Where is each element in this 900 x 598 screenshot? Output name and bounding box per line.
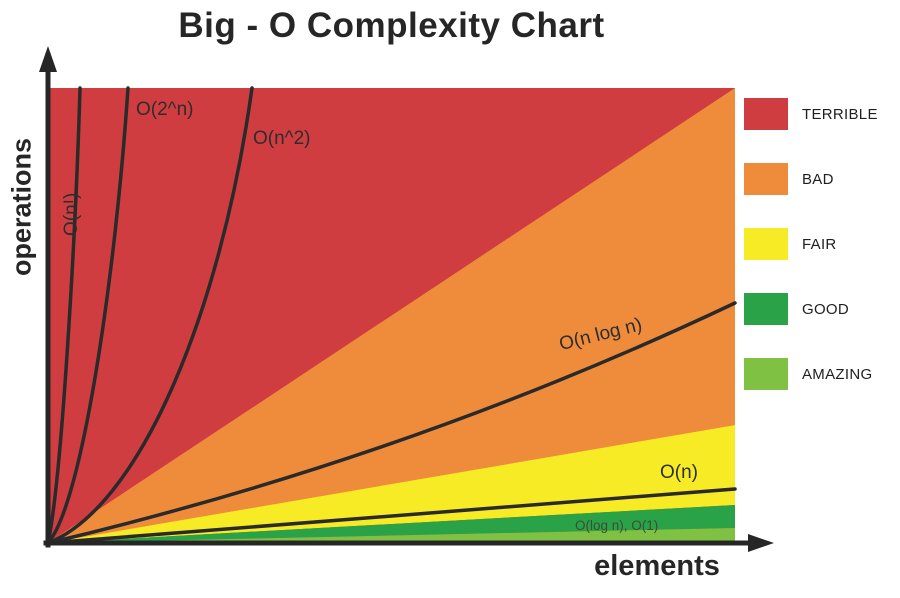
curve-label-o-2-pow-n: O(2^n) [136,99,193,120]
legend-item-good: GOOD [744,293,878,325]
region-bad [48,88,735,543]
legend-swatch-fair [744,228,788,260]
legend-label-fair: FAIR [802,235,837,253]
curve-o-n-log-n [46,301,737,545]
legend-label-terrible: TERRIBLE [802,105,878,123]
chart-title: Big - O Complexity Chart [178,6,605,45]
curve-o-n-factorial [46,86,82,545]
legend-item-fair: FAIR [744,228,878,260]
legend-item-terrible: TERRIBLE [744,98,878,130]
legend-item-amazing: AMAZING [744,358,878,390]
curve-o-2-pow-n [46,86,130,545]
legend-swatch-good [744,293,788,325]
curve-label-o-n: O(n) [660,462,698,483]
legend-label-amazing: AMAZING [802,365,873,383]
plot-area: O(n!) O(2^n) O(n^2) O(n log n) O(n) O(lo… [46,86,737,545]
region-good [48,505,735,543]
legend-label-bad: BAD [802,170,834,188]
curve-o-n [46,487,737,545]
curve-o-n-squared [46,86,254,545]
legend-swatch-terrible [744,98,788,130]
legend-swatch-bad [744,163,788,195]
y-axis-arrowhead [39,46,57,72]
curve-label-o-n-factorial: O(n!) [61,193,82,236]
y-axis-label: operations [6,137,37,277]
curve-label-o-log-n-o-1: O(log n), O(1) [575,518,658,533]
legend-swatch-amazing [744,358,788,390]
x-axis [43,534,774,552]
legend-label-good: GOOD [802,300,850,318]
x-axis-label: elements [594,550,720,582]
x-axis-arrowhead [748,534,774,552]
legend: TERRIBLE BAD FAIR GOOD AMAZING [744,98,878,390]
region-fair [48,425,735,543]
curve-label-o-n-squared: O(n^2) [253,128,310,149]
legend-item-bad: BAD [744,163,878,195]
region-amazing [48,528,735,543]
y-axis [39,46,57,548]
